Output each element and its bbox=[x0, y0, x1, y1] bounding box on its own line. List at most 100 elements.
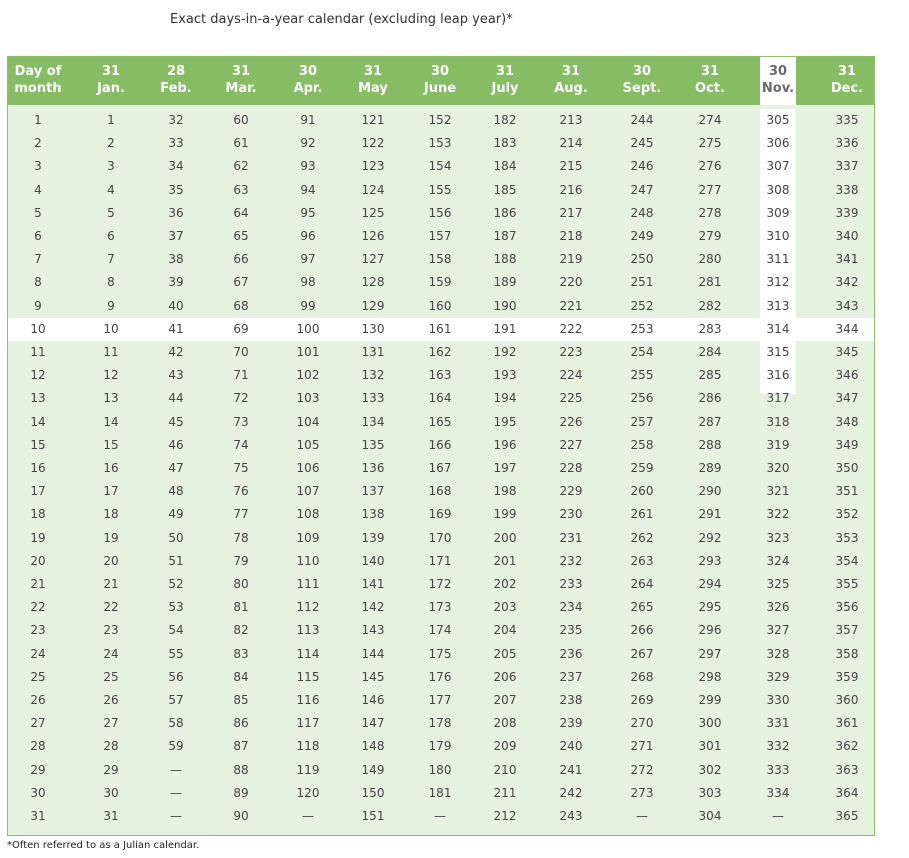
table-cell: 163 bbox=[428, 368, 452, 383]
column-header: 31 Dec. bbox=[813, 57, 881, 105]
table-cell: 52 bbox=[168, 577, 184, 591]
table-cell: — bbox=[170, 785, 182, 800]
table-cell: 112 bbox=[296, 600, 320, 615]
table-cell: 64 bbox=[233, 205, 249, 220]
table-cell: 99 bbox=[300, 298, 316, 313]
table-cell: 14 bbox=[30, 414, 46, 429]
table-cell: 144 bbox=[361, 646, 385, 661]
table-row: 5 5 36 64 95 125 156 186 217 248 278 309 339 bbox=[8, 202, 874, 225]
table-cell: 57 bbox=[168, 693, 184, 707]
table-cell: 343 bbox=[835, 298, 859, 313]
table-cell: 217 bbox=[559, 205, 583, 220]
table-cell: 325 bbox=[766, 577, 790, 591]
table-cell: 80 bbox=[233, 577, 249, 591]
table-cell: 288 bbox=[698, 437, 722, 452]
column-header-bottom: Dec. bbox=[830, 81, 864, 96]
table-cell: 73 bbox=[233, 414, 249, 429]
table-cell: 149 bbox=[361, 762, 385, 777]
table-cell: 41 bbox=[168, 321, 184, 336]
table-cell: 153 bbox=[428, 136, 452, 151]
column-header: 31 Aug. bbox=[537, 57, 605, 105]
table-cell: 257 bbox=[630, 414, 654, 429]
table-cell: 145 bbox=[361, 669, 385, 684]
table-cell: 34 bbox=[168, 159, 184, 174]
table-cell: 28 bbox=[30, 739, 46, 754]
table-cell: 79 bbox=[233, 553, 249, 568]
table-cell: 20 bbox=[30, 553, 46, 568]
table-cell: 237 bbox=[559, 669, 583, 684]
table-cell: 17 bbox=[103, 484, 119, 499]
table-cell: 184 bbox=[493, 159, 517, 174]
table-cell: 179 bbox=[428, 739, 452, 754]
table-cell: 304 bbox=[698, 809, 722, 823]
table-cell: 82 bbox=[233, 623, 249, 638]
table-cell: 295 bbox=[698, 600, 722, 615]
table-cell: 265 bbox=[630, 600, 654, 615]
table-cell: 169 bbox=[428, 507, 452, 522]
table-cell: 272 bbox=[630, 762, 654, 777]
table-cell: 235 bbox=[559, 623, 583, 638]
table-cell: 318 bbox=[766, 414, 790, 429]
table-cell: 113 bbox=[296, 623, 320, 638]
table-cell: 249 bbox=[630, 229, 654, 243]
table-cell: 268 bbox=[630, 669, 654, 684]
table-cell: 310 bbox=[766, 229, 790, 243]
table-cell: 243 bbox=[559, 809, 583, 823]
table-cell: 43 bbox=[168, 368, 184, 383]
table-cell: 120 bbox=[296, 785, 320, 800]
table-cell: 38 bbox=[168, 252, 184, 267]
table-cell: 215 bbox=[559, 159, 583, 174]
table-cell: 58 bbox=[168, 716, 184, 731]
table-cell: 248 bbox=[630, 205, 654, 220]
table-cell: 227 bbox=[559, 437, 583, 452]
column-header: 31 July bbox=[471, 57, 539, 105]
table-cell: 29 bbox=[103, 762, 119, 777]
table-cell: 195 bbox=[493, 414, 517, 429]
table-cell: 182 bbox=[493, 113, 517, 127]
table-cell: 350 bbox=[835, 461, 859, 475]
table-cell: 199 bbox=[493, 507, 517, 522]
table-cell: 233 bbox=[559, 577, 583, 591]
table-cell: 86 bbox=[233, 716, 249, 731]
table-cell: 97 bbox=[300, 252, 316, 267]
table-cell: 261 bbox=[630, 507, 654, 522]
table-cell: 180 bbox=[428, 762, 452, 777]
table-cell: 68 bbox=[233, 298, 249, 313]
table-cell: 250 bbox=[630, 252, 654, 267]
table-cell: 174 bbox=[428, 623, 452, 638]
table-cell: 241 bbox=[559, 762, 583, 777]
table-cell: 210 bbox=[493, 762, 517, 777]
table-cell: 65 bbox=[233, 229, 249, 243]
table-cell: 6 bbox=[107, 229, 115, 243]
table-cell: 40 bbox=[168, 298, 184, 313]
table-cell: 1 bbox=[107, 113, 115, 127]
table-cell: 177 bbox=[428, 693, 452, 707]
table-cell: 323 bbox=[766, 530, 790, 545]
table-cell: 361 bbox=[835, 716, 859, 731]
table-cell: 13 bbox=[30, 391, 46, 406]
table-cell: 7 bbox=[107, 252, 115, 267]
table-cell: 33 bbox=[168, 136, 184, 151]
table-cell: 107 bbox=[296, 484, 320, 499]
table-cell: 166 bbox=[428, 437, 452, 452]
table-cell: 258 bbox=[630, 437, 654, 452]
table-cell: 333 bbox=[766, 762, 790, 777]
column-header-top: 31 bbox=[837, 64, 857, 79]
table-cell: 340 bbox=[835, 229, 859, 243]
column-header-top: 30 bbox=[768, 64, 788, 79]
table-cell: 228 bbox=[559, 461, 583, 475]
table-cell: 62 bbox=[233, 159, 249, 174]
table-row: 20 20 51 79 110 140 171 201 232 263 293 324 354 bbox=[8, 550, 874, 573]
table-cell: 270 bbox=[630, 716, 654, 731]
table-cell: 187 bbox=[493, 229, 517, 243]
table-cell: 176 bbox=[428, 669, 452, 684]
table-cell: 118 bbox=[296, 739, 320, 754]
table-cell: 171 bbox=[428, 553, 452, 568]
column-header-bottom: Oct. bbox=[695, 81, 725, 96]
table-cell: 110 bbox=[296, 553, 320, 568]
table-cell: 244 bbox=[630, 113, 654, 127]
table-cell: 121 bbox=[361, 113, 385, 127]
table-cell: 226 bbox=[559, 414, 583, 429]
table-cell: 162 bbox=[428, 345, 452, 359]
page-title: Exact days-in-a-year calendar (excluding… bbox=[170, 12, 513, 27]
